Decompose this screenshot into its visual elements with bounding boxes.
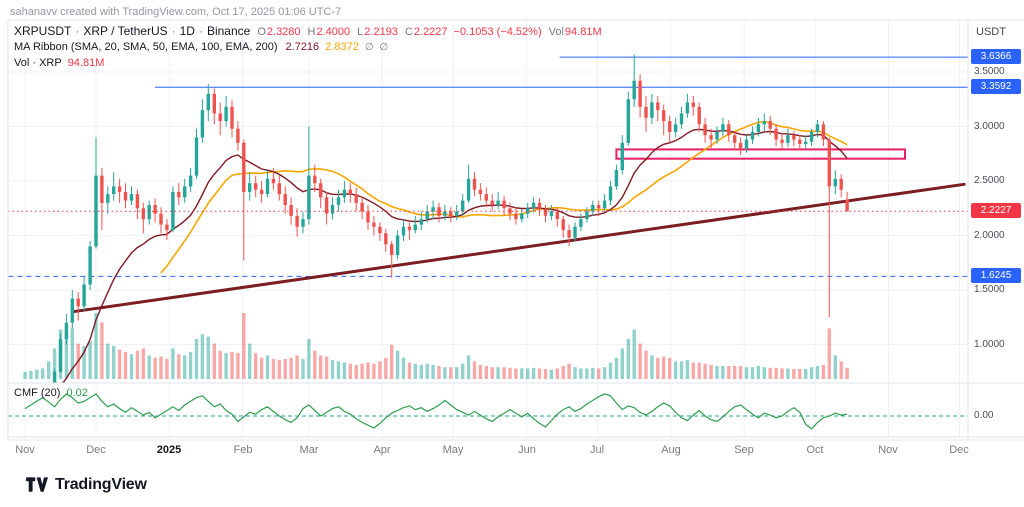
cmf-value: 0.02 bbox=[66, 387, 88, 399]
separator: · bbox=[198, 24, 203, 38]
close-label: C bbox=[404, 26, 413, 38]
volume-value: 94.81M bbox=[564, 26, 602, 38]
cmf-label[interactable]: CMF (20) bbox=[14, 387, 61, 399]
ma-ribbon-value-1: 2.7216 bbox=[285, 41, 320, 53]
volume-indicator-row: Vol · XRP 94.81M bbox=[14, 56, 602, 70]
high-label: H bbox=[307, 26, 316, 38]
tradingview-logo-icon bbox=[26, 477, 48, 492]
ma-ribbon-row: MA Ribbon (SMA, 20, SMA, 50, EMA, 100, E… bbox=[14, 40, 602, 54]
open-value: 2.3280 bbox=[266, 26, 301, 38]
hide-indicator-icon[interactable]: ∅ bbox=[364, 42, 374, 53]
high-value: 2.4000 bbox=[316, 26, 351, 38]
low-label: L bbox=[357, 26, 364, 38]
ma-ribbon-label[interactable]: MA Ribbon (SMA, 20, SMA, 50, EMA, 100, E… bbox=[14, 41, 278, 53]
volume-label: Vol bbox=[548, 26, 564, 38]
symbol-row: XRPUSDT · XRP / TetherUS · 1D · Binance O2.3280… bbox=[14, 24, 602, 38]
tradingview-brand[interactable]: TradingView bbox=[26, 475, 147, 495]
symbol-name[interactable]: XRPUSDT bbox=[14, 24, 72, 38]
volume-indicator-label[interactable]: Vol · XRP bbox=[14, 57, 62, 69]
close-value: 2.2227 bbox=[413, 26, 448, 38]
chart-legend: XRPUSDT · XRP / TetherUS · 1D · Binance O2.3280… bbox=[14, 24, 602, 72]
interval-selector[interactable]: 1D bbox=[179, 24, 195, 38]
volume-indicator-value: 94.81M bbox=[67, 57, 105, 69]
brand-name: TradingView bbox=[55, 476, 147, 493]
open-label: O bbox=[257, 26, 266, 38]
cmf-indicator-row: CMF (20) 0.02 bbox=[14, 387, 88, 399]
low-value: 2.2193 bbox=[364, 26, 398, 38]
separator: · bbox=[75, 24, 80, 38]
exchange-name: Binance bbox=[206, 24, 251, 38]
price-axis-currency[interactable]: USDT bbox=[976, 26, 1006, 38]
change-value: −0.1053 (−4.52%) bbox=[453, 26, 542, 38]
ma-ribbon-value-2: 2.8372 bbox=[325, 41, 359, 53]
settings-indicator-icon[interactable]: ∅ bbox=[379, 42, 389, 53]
watermark: sahanavv created with TradingView.com, O… bbox=[10, 6, 342, 18]
symbol-description: XRP / TetherUS bbox=[83, 24, 168, 38]
separator: · bbox=[171, 24, 176, 38]
